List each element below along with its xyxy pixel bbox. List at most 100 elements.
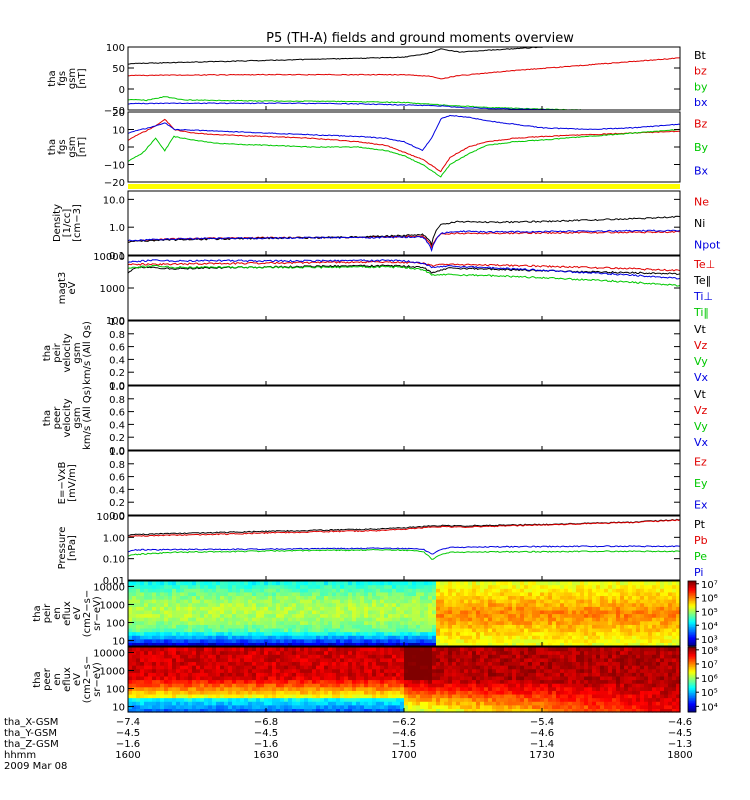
spectrogram-cell [232,642,237,647]
spectrogram-cell [260,591,265,597]
spectrogram-cell [444,635,449,640]
spectrogram-cell [244,654,249,659]
spectrogram-cell [184,693,189,699]
spectrogram-cell [328,642,333,647]
spectrogram-cell [596,624,601,629]
spectrogram-cell [396,595,401,600]
spectrogram-cell [188,650,193,655]
spectrogram-cell [308,650,313,655]
spectrogram-cell [348,647,353,652]
spectrogram-cell [372,631,377,636]
spectrogram-cell [468,675,473,681]
spectrogram-cell [440,693,445,699]
spectrogram-cell [556,609,561,615]
spectrogram-cell [548,624,553,629]
spectrogram-cell [148,588,153,593]
spectrogram-cell [536,650,541,655]
spectrogram-cell [416,602,421,607]
spectrogram-cell [332,595,337,600]
spectrogram-cell [448,584,453,589]
spectrogram-cell [580,679,585,684]
spectrogram-cell [168,701,173,706]
spectrogram-cell [388,683,393,688]
spectrogram-cell [228,647,233,652]
spectrogram-cell [652,613,657,618]
spectrogram-cell [140,642,145,647]
spectrogram-cell [452,697,457,702]
spectrogram-cell [200,697,205,702]
spectrogram-cell [416,686,421,691]
spectrogram-cell [444,672,449,677]
spectrogram-cell [500,650,505,655]
spectrogram-cell [620,624,625,629]
spectrogram-cell [612,635,617,640]
spectrogram-cell [388,679,393,684]
spectrogram-cell [276,638,281,643]
spectrogram-cell [400,704,405,709]
spectrogram-cell [220,647,225,652]
spectrogram-cell [196,617,201,622]
spectrogram-cell [516,654,521,659]
spectrogram-cell [200,665,205,670]
spectrogram-cell [488,657,493,663]
spectrogram-cell [284,668,289,673]
spectrogram-cell [236,683,241,688]
spectrogram-cell [368,613,373,618]
spectrogram-cell [456,606,461,611]
spectrogram-cell [212,654,217,659]
spectrogram-cell [640,631,645,636]
spectrogram-cell [344,665,349,670]
spectrogram-cell [188,657,193,663]
spectrogram-cell [132,631,137,636]
spectrogram-cell [200,631,205,636]
spectrogram-cell [556,690,561,695]
spectrogram-cell [268,668,273,673]
spectrogram-cell [540,595,545,600]
spectrogram-cell [180,654,185,659]
spectrogram-cell [132,657,137,663]
spectrogram-cell [440,584,445,589]
spectrogram-cell [552,690,557,695]
spectrogram-cell [592,661,597,666]
y-tick-label: 1.0 [109,447,125,458]
spectrogram-cell [224,581,229,586]
legend-entry: Ex [694,498,708,511]
spectrogram-cell [620,584,625,589]
spectrogram-cell [628,613,633,618]
y-axis-label-line: velocity [62,333,73,372]
spectrogram-cell [564,584,569,589]
spectrogram-cell [460,693,465,699]
spectrogram-cell [444,690,449,695]
spectrogram-cell [276,599,281,604]
spectrogram-cell [464,584,469,589]
spectrogram-cell [324,606,329,611]
spectrogram-cell [384,675,389,681]
spectrogram-cell [308,647,313,652]
spectrogram-cell [604,654,609,659]
spectrogram-cell [252,657,257,663]
spectrogram-cell [368,657,373,663]
spectrogram-cell [268,595,273,600]
spectrogram-cell [480,657,485,663]
spectrogram-cell [268,697,273,702]
spectrogram-cell [300,624,305,629]
spectrogram-cell [136,635,141,640]
spectrogram-cell [608,642,613,647]
spectrogram-cell [376,690,381,695]
spectrogram-cell [624,606,629,611]
spectrogram-cell [204,613,209,618]
spectrogram-cell [236,606,241,611]
spectrogram-cell [440,683,445,688]
spectrogram-cell [172,708,177,713]
spectrogram-cell [516,602,521,607]
y-tick-label: 20 [112,108,125,119]
spectrogram-cell [300,581,305,586]
spectrogram-cell [180,606,185,611]
spectrogram-cell [512,595,517,600]
spectrogram-cell [396,588,401,593]
spectrogram-cell [408,657,413,663]
spectrogram-cell [128,627,133,633]
spectrogram-cell [496,657,501,663]
spectrogram-cell [604,675,609,681]
